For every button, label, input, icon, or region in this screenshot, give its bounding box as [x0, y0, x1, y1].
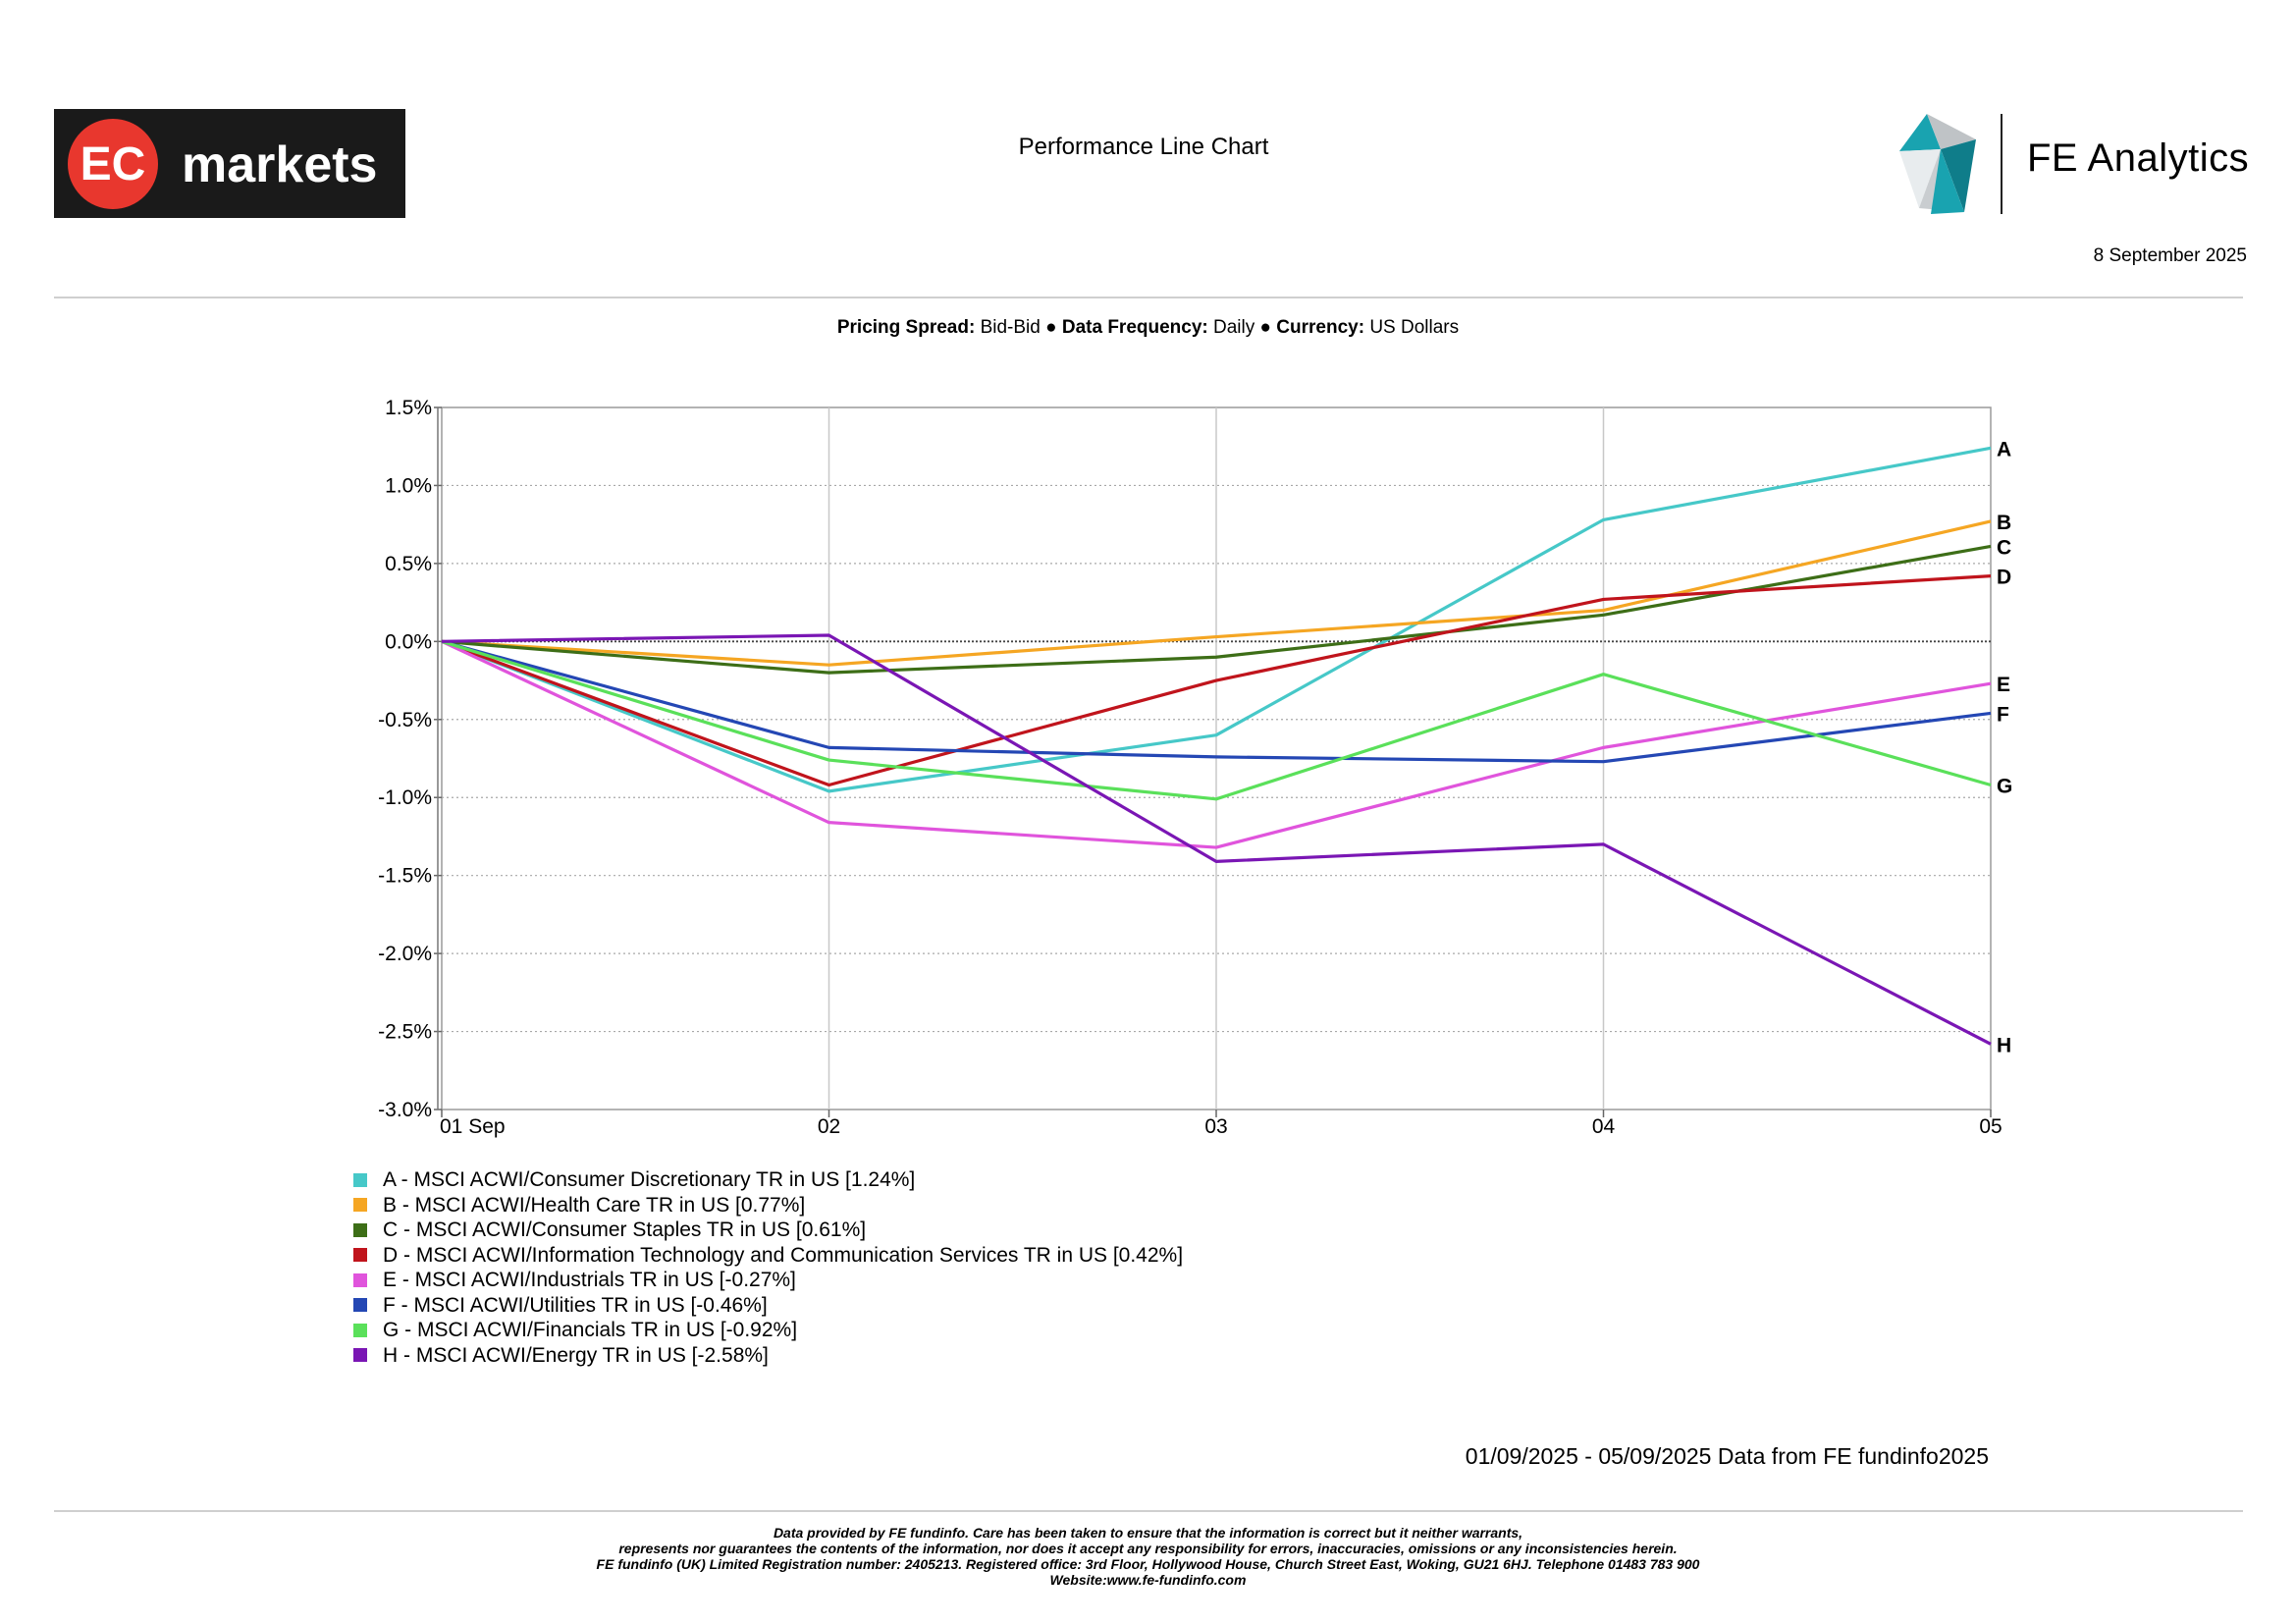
series-end-label-c: C	[1997, 536, 2011, 559]
legend-swatch	[353, 1323, 367, 1337]
pricing-spread-value: Bid-Bid	[980, 317, 1041, 338]
footer-divider	[54, 1510, 2243, 1512]
x-tick-label: 02	[818, 1115, 840, 1138]
y-tick-label: 1.5%	[385, 397, 432, 419]
series-end-label-h: H	[1997, 1034, 2011, 1056]
legend-swatch	[353, 1248, 367, 1263]
disclaimer-line: represents nor guarantees the contents o…	[618, 1541, 1678, 1556]
series-line-d	[441, 574, 1992, 787]
series-line-f	[441, 639, 1992, 764]
legend-item-h: H - MSCI ACWI/Energy TR in US [-2.58%]	[353, 1343, 1183, 1369]
legend-label: B - MSCI ACWI/Health Care TR in US [0.77…	[383, 1193, 806, 1217]
legend-item-a: A - MSCI ACWI/Consumer Discretionary TR …	[353, 1167, 1183, 1193]
ec-markets-logo: EC markets	[54, 109, 405, 218]
pricing-spread-label: Pricing Spread:	[836, 317, 976, 338]
series-end-label-e: E	[1997, 674, 2010, 696]
currency-label: Currency:	[1276, 317, 1365, 338]
x-tick-label: 04	[1592, 1115, 1616, 1138]
series-end-label-b: B	[1997, 512, 2011, 534]
legend-item-c: C - MSCI ACWI/Consumer Staples TR in US …	[353, 1218, 1183, 1243]
series-line-g	[441, 639, 1992, 801]
series-line-h	[441, 633, 1992, 1046]
y-tick-label: -1.5%	[378, 865, 432, 888]
series-line-e	[441, 639, 1992, 849]
series-end-label-f: F	[1997, 703, 2009, 726]
disclaimer-line: Website:www.fe-fundinfo.com	[1049, 1572, 1247, 1588]
legend-swatch	[353, 1272, 367, 1287]
series-line-a	[441, 446, 1992, 793]
y-tick-label: -2.0%	[378, 943, 432, 965]
logo-divider	[2001, 114, 2002, 214]
x-tick-label: 05	[1979, 1115, 2002, 1138]
y-tick-label: -3.0%	[378, 1099, 432, 1121]
legend-label: F - MSCI ACWI/Utilities TR in US [-0.46%…	[383, 1293, 768, 1317]
chart-legend: A - MSCI ACWI/Consumer Discretionary TR …	[353, 1167, 1183, 1368]
legend-item-g: G - MSCI ACWI/Financials TR in US [-0.92…	[353, 1318, 1183, 1343]
y-tick-label: -1.0%	[378, 786, 432, 809]
fe-analytics-text: FE Analytics	[2027, 136, 2250, 180]
series-end-label-a: A	[1997, 438, 2011, 460]
frequency-label: Data Frequency:	[1061, 317, 1208, 338]
frequency-value: Daily	[1213, 317, 1255, 338]
logo-markets-text: markets	[182, 136, 377, 193]
legend-label: D - MSCI ACWI/Information Technology and…	[383, 1243, 1184, 1267]
report-date: 8 September 2025	[2093, 245, 2247, 266]
y-tick-label: 1.0%	[385, 474, 432, 497]
chart-meta: Pricing Spread: Bid-Bid ● Data Frequency…	[0, 317, 2296, 339]
legend-label: E - MSCI ACWI/Industrials TR in US [-0.2…	[383, 1269, 796, 1291]
logo-circle	[68, 119, 158, 209]
legend-item-b: B - MSCI ACWI/Health Care TR in US [0.77…	[353, 1193, 1183, 1218]
legend-swatch	[353, 1298, 367, 1313]
legend-swatch	[353, 1172, 367, 1187]
meta-separator: ●	[1045, 317, 1057, 338]
series-end-label-d: D	[1997, 567, 2011, 589]
x-tick-label: 01 Sep	[440, 1115, 506, 1138]
fe-analytics-logo	[1890, 110, 2253, 218]
currency-value: US Dollars	[1369, 317, 1460, 338]
legend-swatch	[353, 1198, 367, 1213]
series-line-b	[441, 519, 1992, 667]
y-tick-label: 0.0%	[385, 630, 432, 653]
logo-ec-text: EC	[80, 138, 146, 190]
header-divider	[54, 297, 2243, 298]
y-tick-label: 0.5%	[385, 553, 432, 575]
x-tick-label: 03	[1204, 1115, 1227, 1138]
y-tick-label: -2.5%	[378, 1021, 432, 1044]
legend-item-e: E - MSCI ACWI/Industrials TR in US [-0.2…	[353, 1268, 1183, 1293]
legend-label: G - MSCI ACWI/Financials TR in US [-0.92…	[383, 1319, 798, 1341]
legend-swatch	[353, 1222, 367, 1237]
disclaimer: Data provided by FE fundinfo. Care has b…	[0, 1525, 2296, 1588]
legend-item-d: D - MSCI ACWI/Information Technology and…	[353, 1243, 1183, 1269]
series-end-label-g: G	[1997, 776, 2012, 798]
legend-item-f: F - MSCI ACWI/Utilities TR in US [-0.46%…	[353, 1293, 1183, 1319]
legend-label: H - MSCI ACWI/Energy TR in US [-2.58%]	[383, 1343, 769, 1367]
legend-swatch	[353, 1348, 367, 1363]
disclaimer-line: Data provided by FE fundinfo. Care has b…	[773, 1525, 1523, 1541]
report-title: Performance Line Chart	[1018, 134, 1269, 160]
legend-label: A - MSCI ACWI/Consumer Discretionary TR …	[383, 1168, 916, 1191]
y-tick-label: -0.5%	[378, 709, 432, 731]
disclaimer-line: FE fundinfo (UK) Limited Registration nu…	[596, 1556, 1700, 1572]
legend-label: C - MSCI ACWI/Consumer Staples TR in US …	[383, 1218, 867, 1241]
meta-separator: ●	[1259, 317, 1272, 338]
date-range-note: 01/09/2025 - 05/09/2025 Data from FE fun…	[1465, 1443, 1989, 1469]
